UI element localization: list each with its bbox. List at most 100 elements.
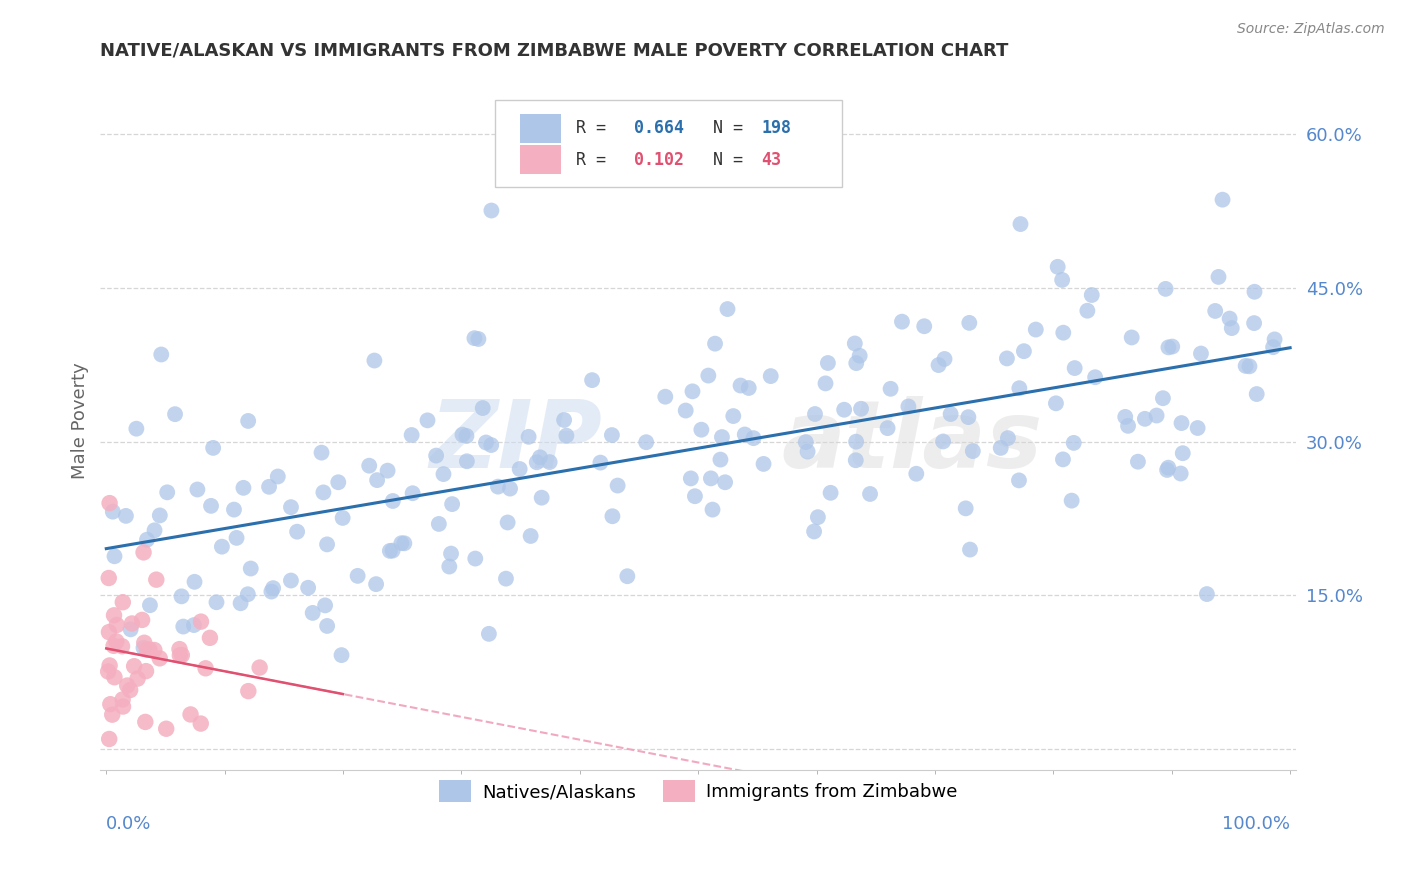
Point bbox=[517, 430, 540, 444]
Point bbox=[479, 438, 502, 452]
Point bbox=[709, 452, 731, 467]
Point bbox=[440, 547, 463, 561]
Point bbox=[1152, 391, 1174, 405]
Point bbox=[1264, 332, 1286, 346]
Point bbox=[401, 486, 423, 500]
Point bbox=[190, 615, 212, 629]
Point bbox=[120, 623, 142, 637]
Point bbox=[876, 421, 898, 435]
Point bbox=[752, 457, 775, 471]
Point bbox=[236, 587, 259, 601]
Point bbox=[1171, 446, 1194, 460]
Point bbox=[997, 431, 1019, 445]
Text: 0.0%: 0.0% bbox=[107, 815, 152, 833]
Point bbox=[105, 618, 128, 632]
Point bbox=[553, 413, 575, 427]
Point bbox=[1195, 587, 1218, 601]
Point bbox=[478, 627, 501, 641]
Point bbox=[149, 651, 172, 665]
Point bbox=[1050, 273, 1073, 287]
Point bbox=[170, 648, 193, 662]
Point bbox=[301, 606, 323, 620]
Point bbox=[1063, 436, 1085, 450]
Point bbox=[257, 480, 280, 494]
Point bbox=[401, 428, 423, 442]
Point bbox=[804, 407, 827, 421]
Point bbox=[716, 301, 738, 316]
Point bbox=[280, 500, 302, 515]
Point bbox=[1157, 340, 1180, 354]
Text: 0.102: 0.102 bbox=[634, 151, 683, 169]
Point bbox=[600, 428, 623, 442]
Point bbox=[297, 581, 319, 595]
Point bbox=[679, 471, 702, 485]
Point bbox=[441, 497, 464, 511]
Point bbox=[879, 382, 901, 396]
Point bbox=[222, 502, 245, 516]
Legend: Natives/Alaskans, Immigrants from Zimbabwe: Natives/Alaskans, Immigrants from Zimbab… bbox=[432, 773, 965, 810]
Point bbox=[311, 445, 333, 459]
Point bbox=[262, 581, 284, 595]
Point bbox=[481, 203, 503, 218]
Point bbox=[486, 480, 509, 494]
Point bbox=[432, 467, 454, 482]
Point bbox=[1052, 452, 1074, 467]
Text: R =: R = bbox=[576, 120, 616, 137]
Point bbox=[1116, 418, 1139, 433]
FancyBboxPatch shape bbox=[520, 113, 561, 143]
Point bbox=[155, 722, 177, 736]
Point bbox=[346, 569, 368, 583]
Point bbox=[1126, 455, 1149, 469]
Point bbox=[105, 634, 128, 648]
Point bbox=[849, 401, 872, 416]
Point bbox=[115, 508, 138, 523]
Point bbox=[156, 485, 179, 500]
Point bbox=[359, 458, 381, 473]
Point bbox=[456, 454, 478, 468]
Point bbox=[555, 428, 578, 442]
Point bbox=[1170, 416, 1192, 430]
Point bbox=[738, 381, 761, 395]
Point bbox=[939, 407, 962, 421]
Point bbox=[1046, 260, 1069, 274]
Point bbox=[509, 462, 531, 476]
Point bbox=[366, 577, 388, 591]
Point bbox=[1156, 463, 1178, 477]
Text: atlas: atlas bbox=[782, 396, 1043, 488]
Point bbox=[928, 358, 950, 372]
Point bbox=[366, 473, 388, 487]
Point bbox=[145, 573, 167, 587]
Point bbox=[169, 648, 191, 663]
Point bbox=[451, 427, 474, 442]
Point bbox=[1212, 193, 1234, 207]
Point bbox=[183, 618, 205, 632]
Point bbox=[150, 347, 173, 361]
Point bbox=[132, 545, 155, 559]
Point bbox=[328, 475, 350, 490]
Point bbox=[1170, 467, 1192, 481]
Point bbox=[1161, 340, 1184, 354]
Point bbox=[463, 331, 485, 345]
Point bbox=[932, 434, 955, 449]
Point bbox=[316, 619, 339, 633]
Point bbox=[115, 679, 138, 693]
Point bbox=[1261, 340, 1284, 354]
Point bbox=[957, 410, 980, 425]
Point bbox=[378, 544, 401, 558]
Point bbox=[1243, 285, 1265, 299]
Point bbox=[172, 619, 194, 633]
Text: N =: N = bbox=[693, 120, 754, 137]
Point bbox=[163, 407, 186, 421]
Point bbox=[636, 435, 658, 450]
Point bbox=[1234, 359, 1257, 373]
Point bbox=[734, 427, 756, 442]
Point bbox=[962, 444, 984, 458]
Point bbox=[132, 640, 155, 655]
Point bbox=[702, 502, 724, 516]
Point bbox=[1012, 344, 1035, 359]
Point bbox=[1146, 409, 1168, 423]
Point bbox=[710, 430, 733, 444]
Point bbox=[1187, 421, 1209, 435]
Point bbox=[97, 665, 120, 679]
Point bbox=[990, 441, 1012, 455]
